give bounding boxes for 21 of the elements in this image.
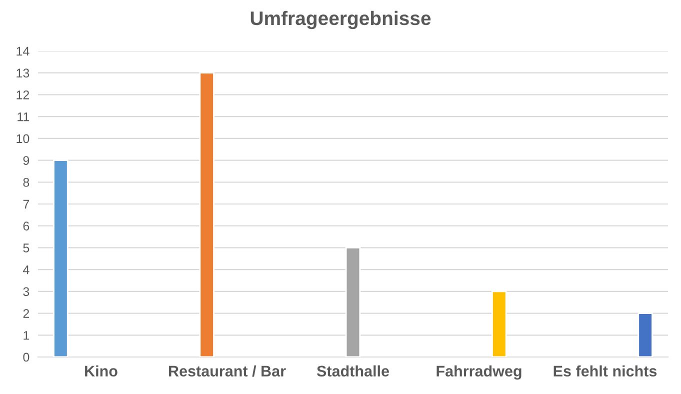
x-tick-label: Es fehlt nichts <box>554 365 657 377</box>
y-tick-label: 14 <box>16 46 30 56</box>
y-tick-label: 12 <box>16 90 30 100</box>
y-tick-label: 4 <box>23 266 30 274</box>
y-tick-label: 7 <box>23 200 30 209</box>
x-tick-label: Fahrradweg <box>436 365 522 380</box>
y-tick-label: 10 <box>16 134 30 144</box>
y-tick-label: 5 <box>23 244 30 252</box>
y-tick-label: 8 <box>23 178 30 187</box>
x-tick-label: Kino <box>85 365 118 377</box>
y-tick-label: 1 <box>24 331 30 340</box>
y-tick-label: 0 <box>23 352 30 362</box>
y-tick-label: 6 <box>23 222 30 231</box>
x-tick-label: Stadthalle <box>316 365 389 377</box>
y-tick-label: 9 <box>23 156 30 165</box>
chart-title: Umfrageergebnisse <box>250 10 431 30</box>
y-tick-label: 2 <box>23 309 30 318</box>
y-tick-label: 11 <box>18 112 30 122</box>
y-tick-label: 3 <box>23 287 30 296</box>
y-tick-label: 13 <box>16 68 30 78</box>
x-tick-label: Restaurant / Bar <box>169 365 286 377</box>
